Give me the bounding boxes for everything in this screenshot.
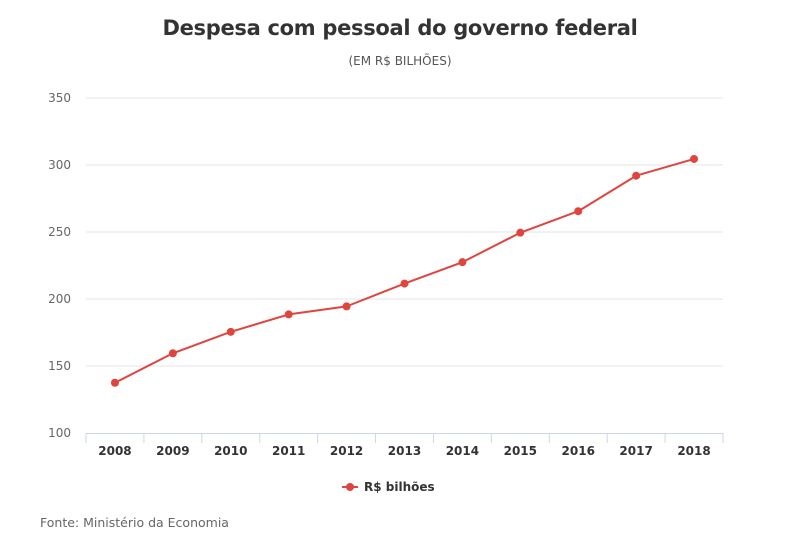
x-tick-label: 2012: [330, 444, 363, 458]
y-axis: 100 150 200 250 300 350: [48, 91, 71, 440]
x-tick-label: 2013: [388, 444, 421, 458]
legend[interactable]: R$ bilhões: [342, 480, 435, 494]
data-point-2017[interactable]: [632, 171, 641, 180]
legend-label[interactable]: R$ bilhões: [364, 480, 435, 494]
data-point-2009[interactable]: [168, 349, 177, 358]
x-tick-label: 2014: [446, 444, 479, 458]
y-tick-label: 200: [48, 292, 71, 306]
y-tick-label: 300: [48, 158, 71, 172]
x-tick-label: 2009: [156, 444, 189, 458]
chart-subtitle: (EM R$ BILHÕES): [348, 54, 452, 68]
x-tick-label: 2016: [562, 444, 595, 458]
y-tick-label: 150: [48, 359, 71, 373]
gridlines: [86, 97, 723, 367]
data-point-2018[interactable]: [690, 154, 699, 163]
series-line: [114, 158, 695, 384]
y-tick-label: 250: [48, 225, 71, 239]
x-tick-label: 2017: [619, 444, 652, 458]
data-point-2014[interactable]: [458, 258, 467, 267]
y-tick-label: 100: [48, 426, 71, 440]
chart-title: Despesa com pessoal do governo federal: [162, 16, 638, 40]
x-tick-label: 2011: [272, 444, 305, 458]
data-point-2008[interactable]: [110, 378, 119, 387]
x-axis: 2008 2009 2010 2011 2012 2013 2014 2015 2016 2017…: [85, 433, 724, 458]
data-point-2010[interactable]: [226, 327, 235, 336]
data-point-2015[interactable]: [516, 228, 525, 237]
x-tick-label: 2018: [677, 444, 710, 458]
x-tick-label: 2010: [214, 444, 247, 458]
source-note: Fonte: Ministério da Economia: [40, 515, 229, 530]
x-tick-label: 2015: [504, 444, 537, 458]
plot-area: [110, 154, 699, 387]
data-point-2013[interactable]: [400, 279, 409, 288]
data-point-2016[interactable]: [574, 207, 583, 216]
data-point-2011[interactable]: [284, 310, 293, 319]
x-tick-label: 2008: [98, 444, 131, 458]
legend-marker-icon: [346, 483, 354, 491]
y-tick-label: 350: [48, 91, 71, 105]
data-point-2012[interactable]: [342, 302, 351, 311]
